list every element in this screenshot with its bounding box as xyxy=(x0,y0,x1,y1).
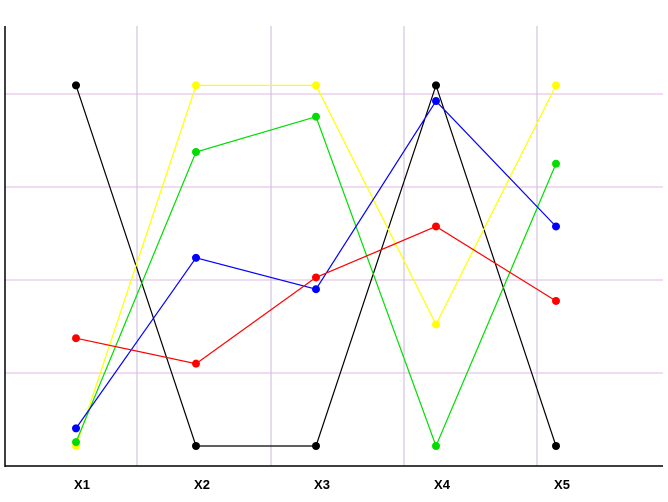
data-point xyxy=(552,442,560,450)
data-point xyxy=(192,148,200,156)
data-point xyxy=(192,81,200,90)
series-0 xyxy=(72,81,560,450)
data-point xyxy=(552,222,560,231)
series-3 xyxy=(72,97,560,433)
series-line xyxy=(75,225,557,365)
x-tick-label: X1 xyxy=(74,477,90,492)
data-point xyxy=(72,424,80,433)
series-4 xyxy=(72,222,560,368)
data-point xyxy=(312,273,320,282)
data-point xyxy=(192,253,200,262)
data-point xyxy=(72,81,80,90)
axes xyxy=(4,26,663,467)
data-point xyxy=(552,81,560,90)
data-point xyxy=(432,81,440,90)
data-point xyxy=(72,438,80,447)
series-2 xyxy=(72,112,560,450)
data-point xyxy=(192,442,200,450)
data-point xyxy=(432,97,440,106)
grid xyxy=(5,26,663,466)
data-point xyxy=(72,334,80,343)
x-tick-label: X5 xyxy=(554,477,570,492)
data-point xyxy=(552,296,560,305)
data-point xyxy=(312,285,320,294)
x-tick-label: X3 xyxy=(314,477,330,492)
series-line xyxy=(75,100,557,429)
series-1 xyxy=(72,81,560,450)
series-line xyxy=(75,83,557,447)
data-point xyxy=(312,81,320,90)
x-tick-label: X2 xyxy=(194,477,210,492)
data-point xyxy=(432,442,440,450)
series-lines xyxy=(72,81,560,450)
data-point xyxy=(192,359,200,368)
x-tick-label: X4 xyxy=(434,477,451,492)
data-point xyxy=(312,442,320,450)
data-point xyxy=(432,222,440,231)
data-point xyxy=(432,320,440,329)
series-line xyxy=(75,84,557,447)
data-point xyxy=(312,112,320,121)
x-axis-tick-labels: X1 X2 X3 X4 X5 xyxy=(74,477,570,492)
data-point xyxy=(552,159,560,168)
